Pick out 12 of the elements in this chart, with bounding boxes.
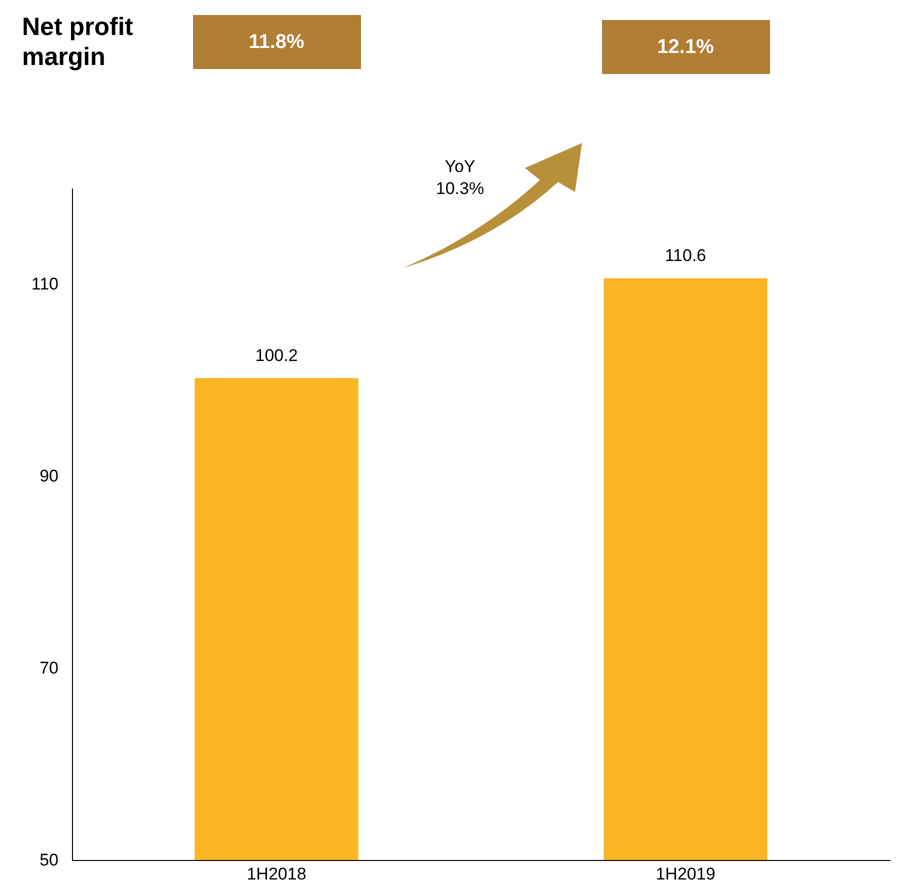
text: Net profit margin [22,12,134,72]
x-tick-label: 1H2018 [246,864,306,884]
annotation: YoY 10.3% [434,156,486,200]
y-tick-label: 90 [40,466,58,486]
data-label: 100.2 [255,346,298,366]
data-label: 110.6 [664,246,706,266]
y-tick-label: 50 [40,850,58,870]
text: 11.8% [192,15,360,69]
y-tick-label: 70 [40,658,58,678]
text: 12.1% [602,20,770,74]
x-tick-label: 1H2019 [656,864,716,884]
y-tick-label: 110 [31,274,58,294]
